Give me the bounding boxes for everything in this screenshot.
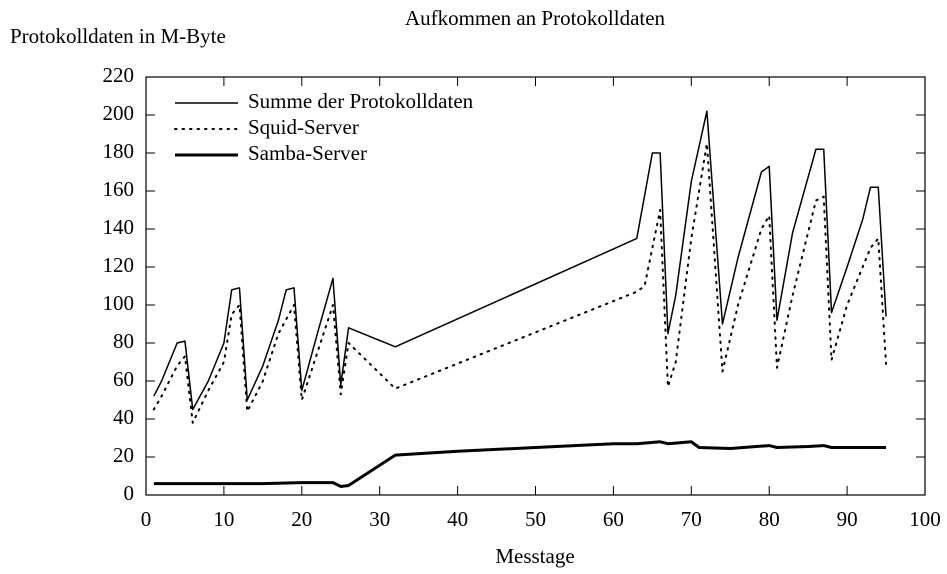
y-tick-label: 180: [103, 139, 135, 163]
y-tick-label: 140: [103, 215, 135, 239]
x-tick-label: 60: [603, 507, 624, 531]
legend-label: Samba-Server: [248, 141, 367, 165]
legend-label: Squid-Server: [248, 115, 359, 139]
x-tick-label: 50: [525, 507, 546, 531]
y-tick-label: 0: [124, 481, 135, 505]
series-line: [152, 142, 888, 424]
y-tick-label: 20: [113, 443, 134, 467]
y-tick-label: 100: [103, 291, 135, 315]
y-tick-label: 220: [103, 63, 135, 87]
x-tick-label: 90: [837, 507, 858, 531]
x-axis-label: Messtage: [495, 544, 574, 568]
y-tick-label: 80: [113, 329, 134, 353]
x-tick-label: 100: [909, 507, 941, 531]
series-line: [153, 440, 887, 488]
chart-title: Aufkommen an Protokolldaten: [405, 6, 666, 30]
x-tick-label: 10: [213, 507, 234, 531]
series-line: [153, 110, 887, 411]
y-tick-label: 120: [103, 253, 135, 277]
legend-label: Summe der Protokolldaten: [248, 89, 474, 113]
y-tick-label: 40: [113, 405, 134, 429]
x-tick-label: 30: [369, 507, 390, 531]
y-tick-label: 160: [103, 177, 135, 201]
x-tick-label: 40: [447, 507, 468, 531]
y-tick-label: 200: [103, 101, 135, 125]
plot-frame: [145, 76, 926, 496]
x-tick-label: 0: [141, 507, 152, 531]
y-tick-label: 60: [113, 367, 134, 391]
y-axis-label: Protokolldaten in M-Byte: [10, 24, 226, 48]
x-tick-label: 80: [759, 507, 780, 531]
x-tick-label: 70: [681, 507, 702, 531]
x-tick-label: 20: [291, 507, 312, 531]
